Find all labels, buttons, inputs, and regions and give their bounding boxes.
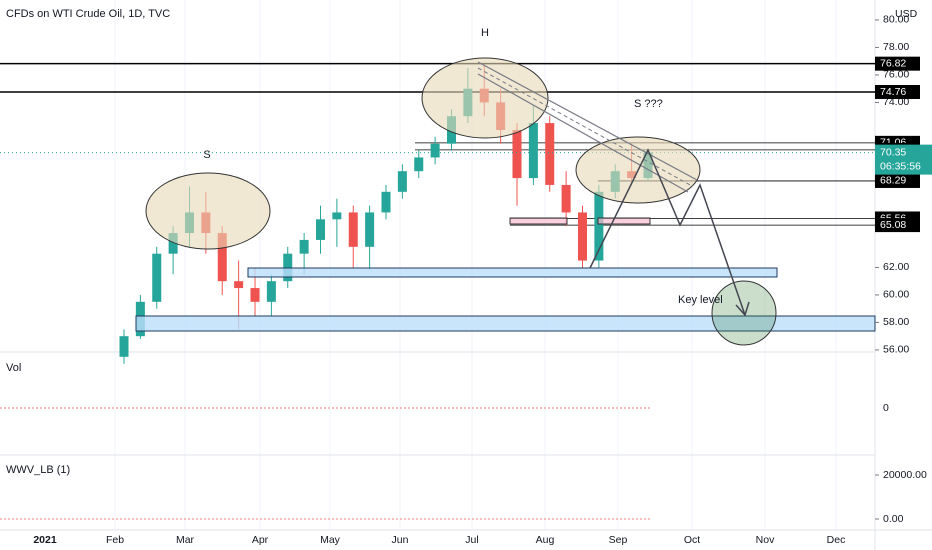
y-tick-label: 56.00: [883, 344, 909, 356]
candle-body: [577, 212, 588, 261]
pane-tick-label: 20000.00: [883, 469, 927, 481]
annotation: H: [481, 27, 489, 39]
candle-body: [545, 123, 555, 185]
chart-title: CFDs on WTI Crude Oil, 1D, TVC: [6, 8, 170, 20]
candle-body: [315, 219, 326, 240]
candle-body: [332, 212, 342, 220]
pane-label: Vol: [6, 362, 21, 374]
trend-line: [477, 73, 689, 193]
pane-tick-label: 0.00: [883, 513, 904, 525]
candle-body: [594, 191, 604, 261]
pane-label: WWV_LB (1): [6, 464, 70, 476]
arrow-head: [735, 301, 750, 317]
pane-tick-label: 0: [883, 402, 889, 414]
candle-body: [266, 281, 276, 302]
x-tick-label: Mar: [176, 534, 195, 546]
candle-body: [430, 143, 440, 158]
level-label: 65.08: [880, 219, 906, 231]
level-label-box: [875, 56, 920, 71]
x-tick-label: 2021: [33, 534, 57, 546]
head-ellipse: [421, 57, 549, 139]
x-tick-label: Jun: [392, 534, 409, 546]
level-label-box: [875, 218, 920, 233]
candle-body: [119, 336, 129, 357]
annotation: Key level: [678, 294, 723, 306]
annotation: S: [203, 149, 210, 161]
y-tick-label: 74.00: [883, 96, 909, 108]
candle-body: [217, 233, 227, 282]
y-tick-label: 58.00: [883, 316, 909, 328]
level-label: 76.82: [880, 57, 906, 69]
x-tick-label: Sep: [609, 534, 628, 546]
candle-body: [414, 157, 424, 172]
x-tick-label: Apr: [252, 534, 269, 546]
key-zone: [135, 315, 876, 332]
grid: [114, 0, 837, 530]
x-tick-label: Nov: [756, 534, 775, 546]
shoulder-ellipse: [145, 172, 271, 250]
level-label: 68.29: [880, 175, 906, 187]
y-tick-label: 80.00: [883, 14, 909, 26]
neck-zone: [509, 217, 568, 225]
drawings: [135, 57, 876, 346]
candle-body: [561, 184, 571, 213]
candle-body: [397, 171, 407, 192]
x-tick-label: Oct: [684, 534, 700, 546]
y-tick-label: 62.00: [883, 261, 909, 273]
candle-body: [381, 191, 391, 213]
x-tick-label: Aug: [536, 534, 555, 546]
level-label: 74.76: [880, 86, 906, 98]
candle-body: [168, 233, 178, 254]
last-price-label: 70.35: [880, 146, 906, 158]
neck-zone: [597, 217, 651, 225]
trend-line: [477, 61, 698, 181]
candle-body: [299, 239, 309, 254]
x-tick-label: Feb: [106, 534, 124, 546]
candle-body: [250, 288, 260, 302]
countdown: 06:35:56: [880, 160, 921, 172]
candle-body: [234, 281, 244, 289]
annotation: S ???: [634, 98, 663, 110]
candle-body: [348, 212, 358, 247]
candle-body: [365, 212, 375, 247]
y-tick-label: 60.00: [883, 289, 909, 301]
y-tick-label: 76.00: [883, 69, 909, 81]
pane-zero-lines: [0, 407, 650, 520]
x-tick-label: Dec: [827, 534, 846, 546]
last-price-box: [875, 144, 932, 175]
x-tick-label: Jul: [465, 534, 478, 546]
y-tick-label: 78.00: [883, 41, 909, 53]
x-tick-label: May: [320, 534, 341, 546]
level-label-box: [875, 173, 920, 188]
candle-body: [152, 253, 162, 302]
level-label-box: [875, 84, 920, 99]
support-zone: [247, 267, 778, 278]
trend-line: [477, 67, 693, 187]
currency: USD: [895, 8, 918, 20]
projection-path: [589, 148, 746, 316]
candle-body: [283, 253, 293, 282]
candle-body: [512, 129, 522, 179]
candle-body: [528, 123, 538, 179]
